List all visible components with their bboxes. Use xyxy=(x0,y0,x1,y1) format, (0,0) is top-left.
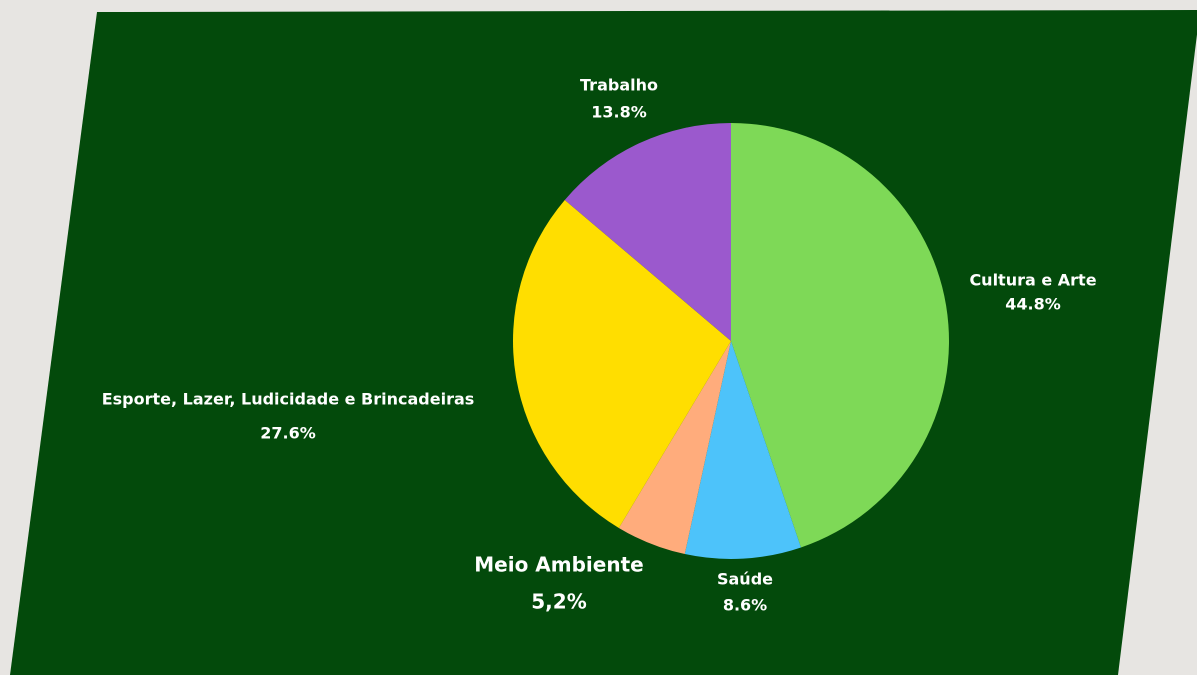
pie-slice xyxy=(564,123,731,341)
slice-value: 44.8% xyxy=(1005,295,1061,314)
slice-value: 8.6% xyxy=(723,596,767,615)
pie-slice xyxy=(618,341,731,555)
pie-slice xyxy=(731,123,949,548)
pie-slice xyxy=(513,199,731,528)
pie-slice xyxy=(684,341,801,559)
slice-value: 13.8% xyxy=(591,103,647,122)
slice-value: 27.6% xyxy=(260,424,316,443)
slice-name: Meio Ambiente xyxy=(474,553,643,577)
slice-name: Esporte, Lazer, Ludicidade e Brincadeira… xyxy=(102,390,475,409)
slice-name: Cultura e Arte xyxy=(969,271,1096,290)
slice-value: 5,2% xyxy=(531,590,586,614)
slice-name: Saúde xyxy=(717,570,773,589)
slice-name: Trabalho xyxy=(580,76,658,95)
